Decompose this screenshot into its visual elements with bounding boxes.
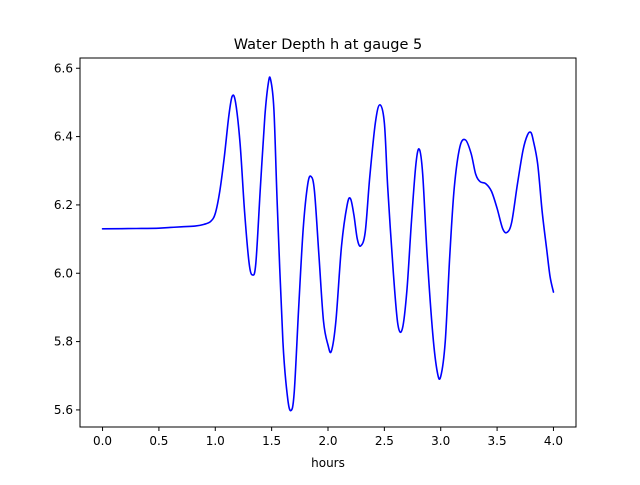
x-tick-label: 2.5 (375, 434, 394, 448)
chart-title: Water Depth h at gauge 5 (234, 37, 422, 53)
x-tick-label: 3.5 (488, 434, 507, 448)
x-tick-label: 0.5 (149, 434, 168, 448)
y-tick-label: 6.6 (54, 61, 73, 75)
x-tick-label: 2.0 (318, 434, 337, 448)
y-axis: 5.6 5.8 6.0 6.2 6.4 6.6 (54, 61, 80, 417)
y-tick-label: 5.8 (54, 335, 73, 349)
x-tick-label: 1.5 (262, 434, 281, 448)
plot-area (80, 58, 576, 427)
x-tick-label: 4.0 (544, 434, 563, 448)
series-line-0 (101, 76, 555, 412)
series-layer (101, 76, 555, 412)
x-tick-label: 1.0 (206, 434, 225, 448)
x-axis: 0.0 0.5 1.0 1.5 2.0 2.5 3.0 3.5 4.0 (93, 427, 563, 448)
x-tick-label: 0.0 (93, 434, 112, 448)
y-tick-label: 6.4 (54, 130, 73, 144)
x-axis-title: hours (311, 456, 345, 470)
y-tick-label: 6.2 (54, 198, 73, 212)
y-tick-label: 6.0 (54, 266, 73, 280)
y-tick-label: 5.6 (54, 403, 73, 417)
x-tick-label: 3.0 (431, 434, 450, 448)
